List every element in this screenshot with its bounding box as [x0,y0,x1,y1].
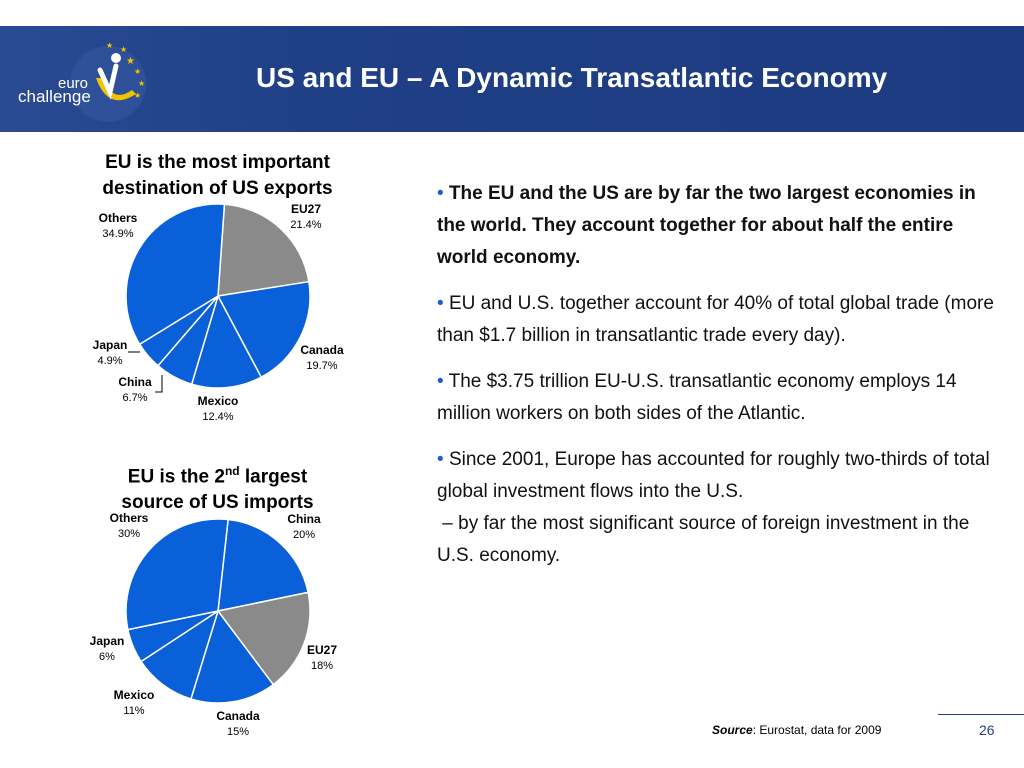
bullet-text: EU and U.S. together account for 40% of … [437,293,994,346]
bullet-dot: • [437,183,449,204]
pie-slice-others [125,518,229,631]
euro-challenge-logo: ★ ★ ★ ★ ★ ★ euro challenge [18,41,146,122]
svg-text:★: ★ [120,45,127,54]
bullet-subtext: – by far the most significant source of … [437,513,970,566]
bullet-dot: • [437,293,449,314]
pie-slice-china [217,518,309,612]
bullet-item: • The EU and the US are by far the two l… [437,178,1002,274]
exports-chart-title: EU is the most important destination of … [70,150,365,202]
slice-label-eu27: EU27 [291,202,321,216]
slice-value-japan: 6% [99,651,115,663]
svg-text:★: ★ [134,91,141,100]
pie-charts: EU27 21.4% Canada 19.7% Mexico 12.4% China 6.7%… [90,202,344,738]
slice-value-others: 30% [118,528,140,540]
slice-label-canada: Canada [216,709,260,723]
bullet-item: • Since 2001, Europe has accounted for r… [437,444,1002,572]
slice-value-canada: 19.7% [306,360,337,372]
slice-label-eu27: EU27 [307,643,337,657]
imports-chart-title: EU is the 2nd largest source of US impor… [70,458,365,516]
pie-slice-canada [216,280,311,379]
bullet-text: Since 2001, Europe has accounted for rou… [437,449,990,502]
page-number: 26 [979,722,995,738]
exports-pie [125,203,311,389]
slice-value-canada: 15% [227,726,249,738]
slice-value-japan: 4.9% [97,355,122,367]
slice-label-mexico: Mexico [114,688,155,702]
slice-label-japan: Japan [93,338,128,352]
slice-label-canada: Canada [300,343,344,357]
bullet-item: • The $3.75 trillion EU-U.S. transatlant… [437,366,1002,430]
pie-slice-eu27 [216,591,311,686]
imports-pie [125,518,311,704]
svg-text:★: ★ [126,56,135,67]
pie-slice-eu27 [217,203,310,297]
svg-text:★: ★ [106,41,113,50]
logo-text-top: euro [58,75,88,92]
slice-label-china: China [287,512,321,526]
logo-text-bottom: challenge [18,87,91,106]
slice-value-china: 6.7% [122,392,147,404]
slide-title: US and EU – A Dynamic Transatlantic Econ… [256,62,888,93]
exports-title-line2: destination of US exports [102,178,333,199]
bullet-text: The EU and the US are by far the two lar… [437,183,976,268]
bullet-list: • The EU and the US are by far the two l… [437,178,1002,586]
slice-value-eu27: 21.4% [290,219,321,231]
bullet-text: The $3.75 trillion EU-U.S. transatlantic… [437,371,957,424]
slice-label-japan: Japan [90,634,125,648]
leader-line-china [155,375,163,393]
footer-line [938,714,1024,715]
slice-label-others: Others [110,511,149,525]
exports-title-line1: EU is the most important [105,152,330,173]
slice-value-china: 20% [293,529,315,541]
slice-value-mexico: 12.4% [202,411,233,423]
slice-label-others: Others [99,211,138,225]
bullet-dot: • [437,371,449,392]
slide-header: ★ ★ ★ ★ ★ ★ euro challenge US and EU – A… [0,26,1024,132]
pie-slice-mexico [190,294,263,389]
bullet-dot: • [437,449,449,470]
top-strip [0,0,1024,26]
slice-value-eu27: 18% [311,660,333,672]
bullet-item: • EU and U.S. together account for 40% o… [437,288,1002,352]
slice-value-others: 34.9% [102,228,133,240]
imports-title-line2: source of US imports [121,492,314,514]
svg-text:★: ★ [134,67,141,76]
pie-slice-others [125,203,226,346]
slice-label-mexico: Mexico [198,394,239,408]
source-note: Source: Eurostat, data for 2009 [712,723,882,737]
imports-title-line1: EU is the 2nd largest [127,464,308,488]
slice-label-china: China [118,375,152,389]
slice-value-mexico: 11% [123,705,144,717]
svg-text:★: ★ [138,79,145,88]
